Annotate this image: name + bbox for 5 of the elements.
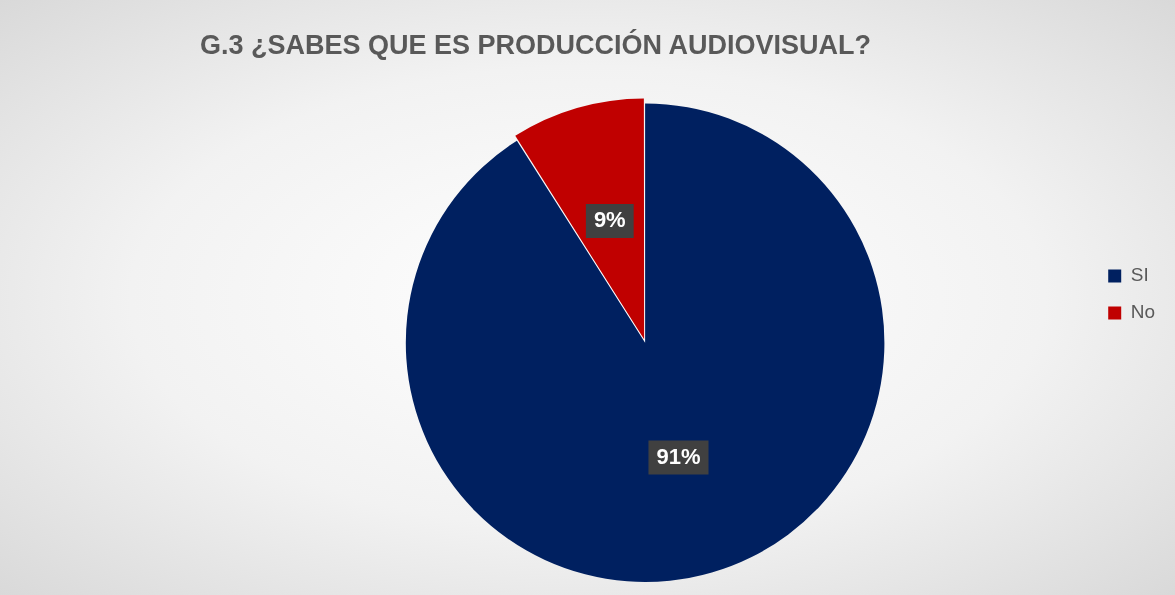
- legend-label: No: [1130, 301, 1156, 323]
- legend-label: SI: [1130, 264, 1149, 286]
- chart-title: G.3 ¿SABES QUE ES PRODUCCIÓN AUDIOVISUAL?: [200, 28, 872, 60]
- data-label: 9%: [593, 207, 626, 233]
- data-label: 91%: [656, 443, 701, 469]
